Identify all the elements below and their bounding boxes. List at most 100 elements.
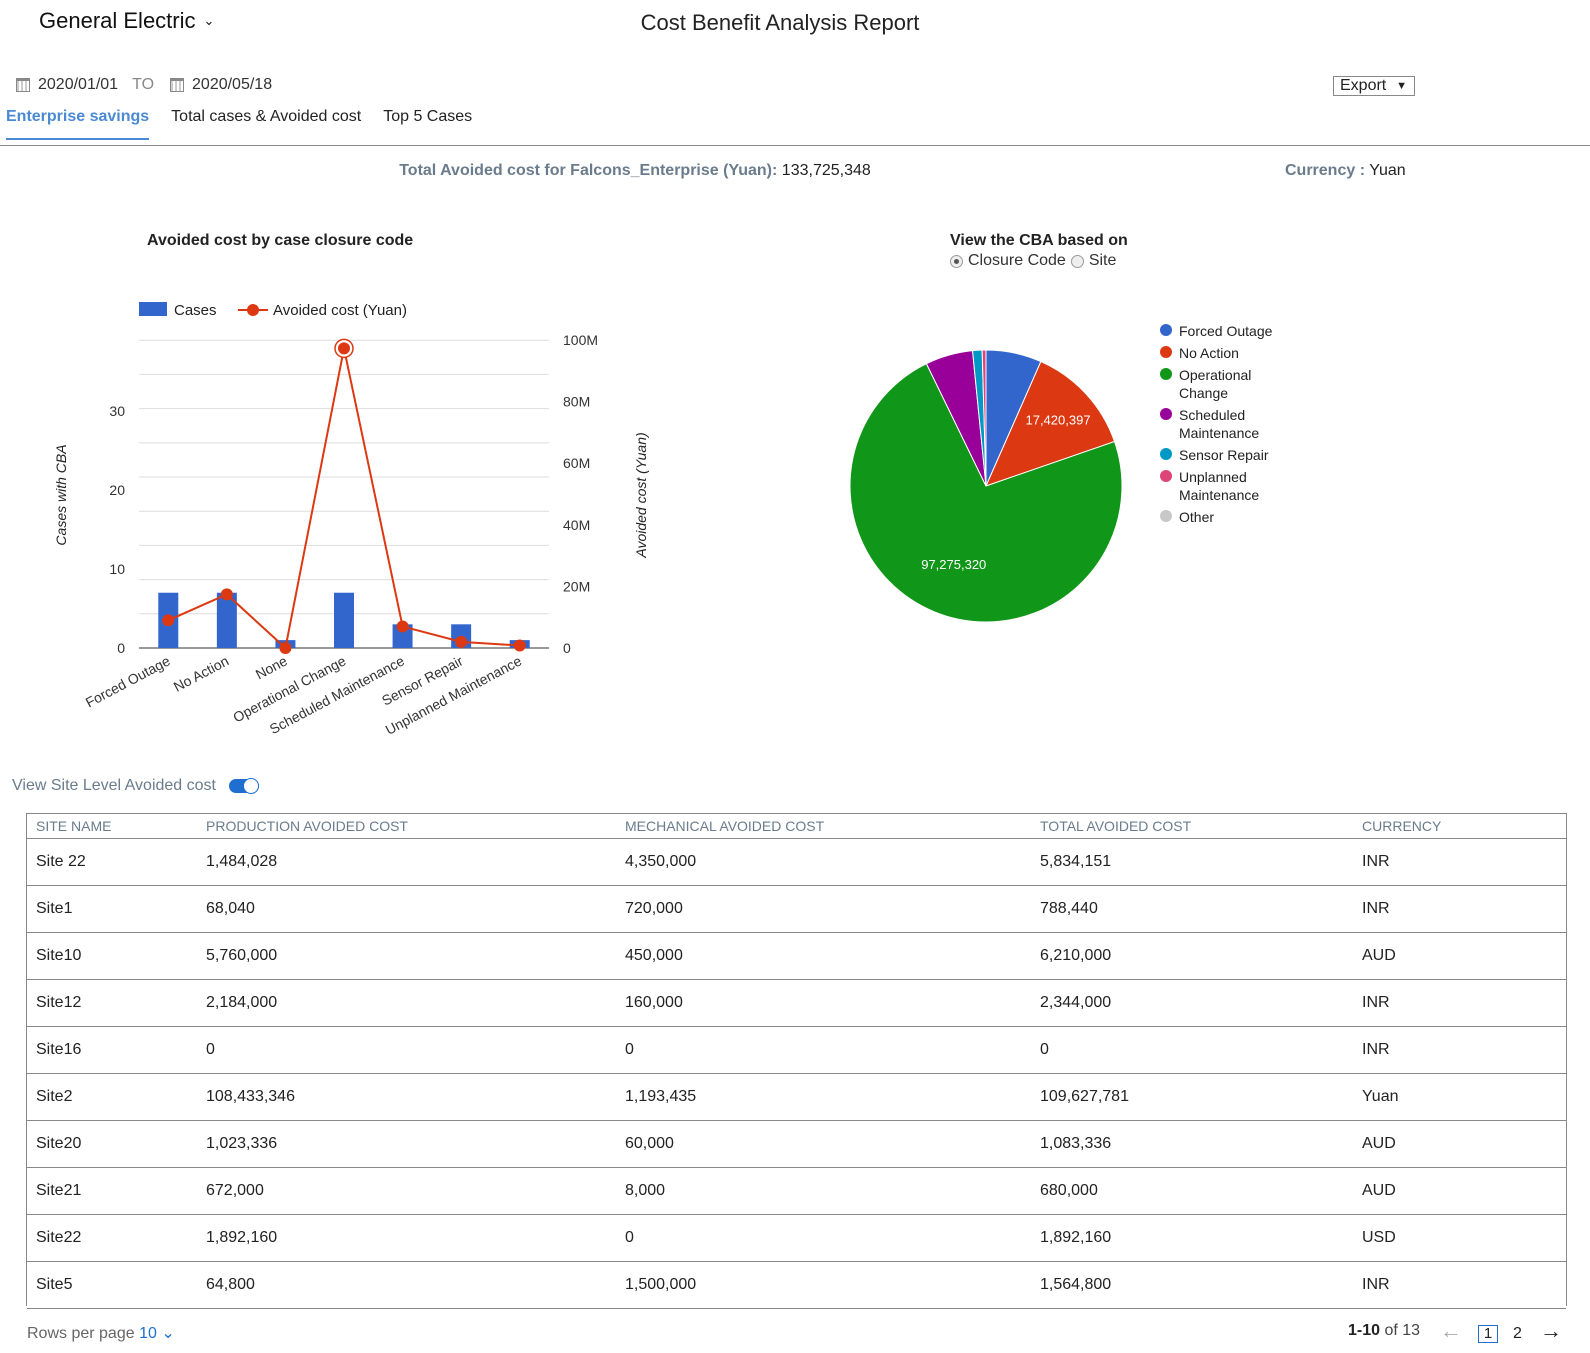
- table-cell: 1,193,435: [625, 1073, 1040, 1121]
- pie-slice: [985, 360, 1116, 487]
- export-select[interactable]: Export ▼: [1333, 76, 1415, 96]
- pagination-total: of 13: [1384, 1322, 1421, 1339]
- table-row: Site21 672,000 8,000 680,000 AUD: [27, 1167, 1566, 1215]
- table-cell: 5,834,151: [1040, 838, 1362, 886]
- bar-cases: [392, 624, 413, 648]
- page-button-2[interactable]: 2: [1513, 1325, 1522, 1342]
- column-header-site-name[interactable]: SITE NAME: [27, 814, 206, 839]
- date-range: 2020/01/01 TO 2020/05/18: [16, 76, 272, 94]
- legend-dot: [1160, 510, 1172, 522]
- chart-legend: Cases Avoided cost (Yuan): [139, 302, 407, 319]
- table-cell: 64,800: [206, 1261, 625, 1309]
- x-tick-label: Forced Outage: [83, 652, 173, 710]
- radio-site[interactable]: [1070, 254, 1084, 268]
- table-cell: Site16: [27, 1026, 206, 1074]
- pie-slice: [850, 363, 1123, 623]
- pie-legend-item[interactable]: Operational Change: [1160, 366, 1304, 402]
- table-cell: 1,892,160: [206, 1214, 625, 1262]
- table-cell: INR: [1362, 979, 1566, 1027]
- legend-dot: [1160, 368, 1172, 380]
- legend-cases-swatch: [139, 302, 167, 316]
- tab-enterprise-savings[interactable]: Enterprise savings: [6, 108, 150, 140]
- rows-per-page-label: Rows per page: [27, 1325, 135, 1342]
- page-button-1[interactable]: 1: [1478, 1325, 1498, 1343]
- column-header-production[interactable]: PRODUCTION AVOIDED COST: [206, 814, 625, 839]
- column-header-currency[interactable]: CURRENCY: [1362, 814, 1566, 839]
- tab-bar: Enterprise savings Total cases & Avoided…: [6, 108, 494, 140]
- pie-legend-item[interactable]: Other: [1160, 508, 1304, 526]
- pie-legend-item[interactable]: Forced Outage: [1160, 322, 1304, 340]
- chevron-down-icon: ⌄: [161, 1325, 175, 1342]
- pie-legend-item[interactable]: Sensor Repair: [1160, 446, 1304, 464]
- table-cell: 0: [625, 1026, 1040, 1074]
- table-cell: 1,892,160: [1040, 1214, 1362, 1262]
- table-cell: 2,184,000: [206, 979, 625, 1027]
- total-avoided-cost: Total Avoided cost for Falcons_Enterpris…: [0, 162, 1270, 180]
- tab-top-5-cases[interactable]: Top 5 Cases: [383, 108, 473, 125]
- next-page-arrow-icon[interactable]: →: [1540, 1318, 1562, 1343]
- prev-page-arrow-icon[interactable]: ←: [1440, 1318, 1462, 1343]
- column-header-mechanical[interactable]: MECHANICAL AVOIDED COST: [625, 814, 1040, 839]
- table-cell: USD: [1362, 1214, 1566, 1262]
- table-cell: 450,000: [625, 932, 1040, 980]
- currency-value: Yuan: [1369, 162, 1406, 179]
- cost-point: [513, 639, 526, 652]
- table-cell: 5,760,000: [206, 932, 625, 980]
- table-row: Site16 0 0 0 INR: [27, 1026, 1566, 1074]
- y-left-tick: 10: [109, 561, 125, 577]
- table-cell: INR: [1362, 838, 1566, 886]
- table-cell: Site2: [27, 1073, 206, 1121]
- table-cell: INR: [1362, 885, 1566, 933]
- company-selector[interactable]: General Electric ⌄: [39, 8, 214, 34]
- radio-closure-code[interactable]: [950, 254, 963, 268]
- currency-label: Currency :: [1285, 162, 1366, 179]
- chevron-down-icon: ⌄: [203, 13, 215, 28]
- site-table: SITE NAME PRODUCTION AVOIDED COST MECHAN…: [26, 813, 1567, 1309]
- table-cell: 109,627,781: [1040, 1073, 1362, 1121]
- total-value: 133,725,348: [781, 162, 871, 179]
- pie-slice: [981, 350, 987, 487]
- table-cell: 160,000: [625, 979, 1040, 1027]
- y-right-tick: 20M: [563, 578, 590, 594]
- table-row: Site2 108,433,346 1,193,435 109,627,781 Yuan: [27, 1073, 1566, 1121]
- pie-legend-item[interactable]: Unplanned Maintenance: [1160, 468, 1304, 504]
- pie-legend-item[interactable]: No Action: [1160, 344, 1304, 362]
- table-cell: 1,500,000: [625, 1261, 1040, 1309]
- y-right-ticks: 0 20M 40M 60M 80M 100M: [563, 332, 598, 656]
- legend-label: Unplanned Maintenance: [1179, 469, 1260, 503]
- table-cell: 68,040: [206, 885, 625, 933]
- y-left-axis-title: Cases with CBA: [53, 444, 69, 545]
- column-header-total[interactable]: TOTAL AVOIDED COST: [1040, 814, 1362, 839]
- table-cell: AUD: [1362, 932, 1566, 980]
- table-cell: 1,564,800: [1040, 1261, 1362, 1309]
- tab-total-cases[interactable]: Total cases & Avoided cost: [171, 108, 362, 125]
- date-to[interactable]: 2020/05/18: [192, 76, 273, 93]
- pie-legend-item[interactable]: Scheduled Maintenance: [1160, 406, 1304, 442]
- site-level-toggle[interactable]: [229, 778, 259, 794]
- table-cell: 1,083,336: [1040, 1120, 1362, 1168]
- table-cell: Site 22: [27, 838, 206, 886]
- cost-point: [220, 588, 233, 601]
- pie-chart: 17,420,397 97,275,320: [850, 350, 1123, 623]
- rows-per-page-select[interactable]: 10 ⌄: [139, 1325, 175, 1342]
- date-from[interactable]: 2020/01/01: [38, 76, 119, 93]
- table-cell: 1,484,028: [206, 838, 625, 886]
- table-cell: INR: [1362, 1026, 1566, 1074]
- y-right-axis-title: Avoided cost (Yuan): [633, 432, 649, 558]
- table-cell: Site12: [27, 979, 206, 1027]
- y-right-tick: 40M: [563, 517, 590, 533]
- table-cell: 672,000: [206, 1167, 625, 1215]
- table-cell: 108,433,346: [206, 1073, 625, 1121]
- y-left-tick: 20: [109, 482, 125, 498]
- legend-dot: [1160, 448, 1172, 460]
- cost-point: [162, 614, 175, 627]
- table-cell: INR: [1362, 1261, 1566, 1309]
- legend-label: Sensor Repair: [1179, 447, 1269, 463]
- table-row: Site12 2,184,000 160,000 2,344,000 INR: [27, 979, 1566, 1027]
- legend-cost-marker: [247, 304, 259, 316]
- y-left-tick: 0: [117, 640, 125, 656]
- calendar-icon: [16, 78, 30, 92]
- calendar-icon: [170, 78, 185, 92]
- legend-dot: [1160, 470, 1172, 482]
